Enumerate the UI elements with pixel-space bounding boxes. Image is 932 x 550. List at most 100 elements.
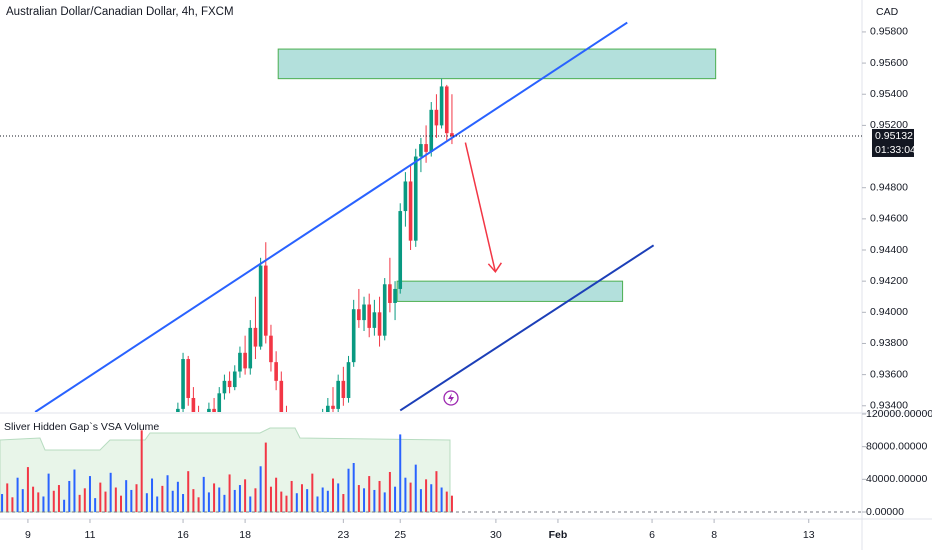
y-tick-label: 0.95200 <box>870 119 908 131</box>
candle-body <box>372 312 377 328</box>
candle-body <box>222 380 227 394</box>
y-tick-label: 0.94800 <box>870 181 908 193</box>
candle-body <box>176 408 180 412</box>
current-price-box <box>872 128 914 157</box>
volume-bar <box>295 493 298 512</box>
candle-body <box>439 86 444 126</box>
x-tick-label: 8 <box>711 529 717 541</box>
candle-body <box>434 109 439 126</box>
volume-bar <box>363 488 366 512</box>
volume-bar <box>352 463 355 512</box>
volume-bar <box>228 474 231 512</box>
chart-title: Australian Dollar/Canadian Dollar, 4h, F… <box>6 6 234 18</box>
volume-bar <box>440 487 443 512</box>
volume-bar <box>156 496 159 512</box>
x-tick-label: Feb <box>549 529 568 541</box>
volume-bar <box>347 468 350 512</box>
candle-body <box>419 144 423 157</box>
candle-body <box>238 352 242 372</box>
volume-bar <box>306 489 309 512</box>
volume-bar <box>445 491 448 512</box>
volume-bar <box>68 480 71 512</box>
candle-body <box>197 414 201 430</box>
volume-bar <box>316 496 319 512</box>
volume-bar <box>244 479 247 512</box>
volume-bar <box>430 484 433 512</box>
candle-body <box>429 109 434 152</box>
candle-body <box>413 156 418 241</box>
price-axis-bg <box>862 0 932 550</box>
volume-bar <box>311 473 314 512</box>
volume-bar <box>202 476 205 512</box>
candle-body <box>202 421 206 429</box>
x-tick-label: 23 <box>338 529 350 541</box>
volume-bar <box>11 497 14 512</box>
y-tick-label: 0.93600 <box>870 368 908 380</box>
candle-body <box>274 362 278 381</box>
volume-pane <box>1 430 453 512</box>
candle-body <box>382 284 387 336</box>
volume-bar <box>337 483 340 512</box>
volume-bar <box>109 472 112 512</box>
candle-body <box>424 144 428 152</box>
candle-body <box>377 312 382 336</box>
currency: CAD <box>876 6 899 18</box>
volume-bar <box>73 469 76 512</box>
volume-bar <box>187 471 190 512</box>
event-icon-bolt <box>448 393 454 403</box>
volume-bar <box>78 494 81 512</box>
arrow-head <box>487 262 503 274</box>
candle-body <box>253 327 258 347</box>
y-tick-label: 0.94600 <box>870 213 908 225</box>
y-tick-label: 0.94200 <box>870 275 908 287</box>
candle-body <box>444 86 449 134</box>
volume-y-tick-label: 40000.00000 <box>866 473 927 485</box>
volume-bar <box>332 478 335 512</box>
x-tick-label: 25 <box>394 529 406 541</box>
candle-body <box>207 408 211 412</box>
volume-bar <box>249 496 252 512</box>
volume-bar <box>373 489 376 512</box>
x-tick-label: 18 <box>239 529 251 541</box>
volume-bar <box>192 489 195 512</box>
candle-body <box>398 211 403 289</box>
volume-bar <box>125 480 128 512</box>
volume-bar <box>197 497 200 512</box>
volume-bar <box>275 477 278 512</box>
price-pane <box>34 21 717 430</box>
candle-body <box>263 265 268 336</box>
x-tick-label: 9 <box>25 529 31 541</box>
zone <box>277 48 717 80</box>
volume-bar <box>300 484 303 512</box>
volume-bar <box>394 486 397 512</box>
candle-body <box>269 335 273 363</box>
volume-bar <box>16 477 19 512</box>
candle-body <box>212 408 216 412</box>
volume-bar <box>6 483 9 512</box>
volume-bar <box>1 494 4 512</box>
volume-bar <box>47 473 50 512</box>
volume-bar <box>357 485 360 512</box>
volume-bar <box>425 479 428 512</box>
volume-bar <box>399 434 402 512</box>
y-tick-label: 0.95600 <box>870 57 908 69</box>
volume-bar <box>171 490 174 512</box>
volume-bar <box>213 483 216 512</box>
volume-bar <box>290 480 293 512</box>
trend-line <box>399 244 655 412</box>
volume-bar <box>120 495 123 512</box>
volume-bar <box>140 430 143 512</box>
volume-bar <box>88 476 91 512</box>
volume-y-tick-label: 120000.00000 <box>866 408 932 420</box>
volume-bar <box>145 493 148 512</box>
volume-bar <box>94 498 97 512</box>
volume-bar <box>264 442 267 512</box>
volume-bar <box>176 481 179 512</box>
volume-bar <box>130 489 133 512</box>
volume-bar <box>63 499 66 512</box>
candle-body <box>258 265 263 347</box>
volume-bar <box>388 471 391 512</box>
volume-bar <box>218 487 221 512</box>
volume-bar <box>104 491 107 512</box>
